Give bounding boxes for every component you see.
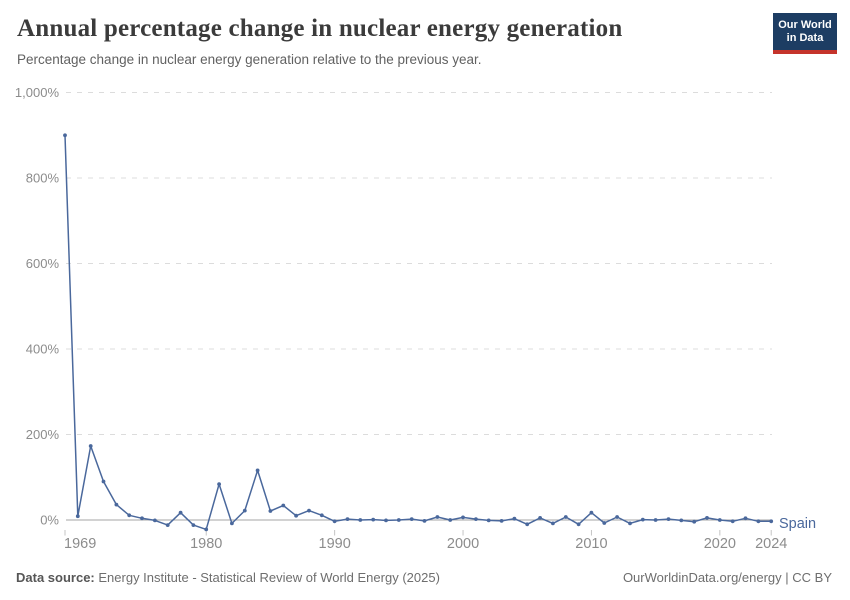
data-source: Data source: Energy Institute - Statisti… xyxy=(16,570,440,585)
data-point-spain-1973[interactable] xyxy=(114,502,119,507)
data-point-spain-1991[interactable] xyxy=(345,517,350,521)
data-point-spain-2024[interactable] xyxy=(769,519,774,524)
owid-logo[interactable]: Our World in Data xyxy=(773,13,837,54)
data-point-spain-2018[interactable] xyxy=(692,519,697,524)
y-axis-label-800: 800% xyxy=(26,171,60,186)
data-point-spain-1972[interactable] xyxy=(101,479,106,484)
y-axis-label-1000: 1,000% xyxy=(15,85,60,100)
data-point-spain-1983[interactable] xyxy=(242,508,247,513)
x-axis-label-2000: 2000 xyxy=(447,536,479,552)
data-source-text: Energy Institute - Statistical Review of… xyxy=(98,570,440,585)
data-source-label: Data source: xyxy=(16,570,95,585)
logo-red-bar xyxy=(773,50,837,54)
data-point-spain-2013[interactable] xyxy=(628,521,632,526)
data-point-spain-2007[interactable] xyxy=(551,521,555,526)
data-point-spain-1987[interactable] xyxy=(294,513,298,518)
data-point-spain-2019[interactable] xyxy=(705,516,709,520)
y-axis-label-0: 0% xyxy=(40,513,59,528)
data-point-spain-2011[interactable] xyxy=(602,521,607,525)
data-point-spain-2010[interactable] xyxy=(589,510,594,515)
y-axis-label-600: 600% xyxy=(26,256,60,271)
x-axis-label-1969: 1969 xyxy=(64,536,96,552)
data-point-spain-1979[interactable] xyxy=(191,523,196,527)
data-line-spain[interactable] xyxy=(64,134,772,531)
data-point-spain-1982[interactable] xyxy=(230,521,234,526)
x-axis-label-1980: 1980 xyxy=(190,536,222,552)
data-point-spain-2009[interactable] xyxy=(576,522,581,527)
x-axis-label-2024: 2024 xyxy=(755,536,787,552)
x-axis-label-1990: 1990 xyxy=(319,536,351,552)
data-point-spain-1998[interactable] xyxy=(435,515,440,519)
data-point-spain-2015[interactable] xyxy=(653,518,658,522)
credit-link[interactable]: OurWorldinData.org/energy | CC BY xyxy=(622,570,832,585)
data-point-spain-1988[interactable] xyxy=(307,508,311,513)
data-point-spain-2021[interactable] xyxy=(730,519,735,524)
data-point-spain-1974[interactable] xyxy=(127,513,132,518)
data-point-spain-1986[interactable] xyxy=(281,503,286,508)
data-point-spain-2012[interactable] xyxy=(615,515,619,519)
x-axis-label-2010: 2010 xyxy=(575,536,607,552)
data-point-spain-2020[interactable] xyxy=(717,518,722,522)
chart-subtitle: Percentage change in nuclear energy gene… xyxy=(17,52,482,67)
data-point-spain-2002[interactable] xyxy=(486,518,491,523)
data-point-spain-1978[interactable] xyxy=(178,510,183,515)
data-point-spain-2023[interactable] xyxy=(756,519,761,524)
page-footer: Data source: Energy Institute - Statisti… xyxy=(16,570,832,585)
data-point-spain-2001[interactable] xyxy=(474,517,478,521)
data-point-spain-2017[interactable] xyxy=(679,518,684,523)
data-point-spain-1992[interactable] xyxy=(358,518,363,522)
data-point-spain-1980[interactable] xyxy=(204,527,209,532)
logo-line1: Our World xyxy=(778,19,832,31)
data-point-spain-1994[interactable] xyxy=(384,518,388,523)
data-point-spain-2016[interactable] xyxy=(666,517,671,521)
data-point-spain-2014[interactable] xyxy=(640,517,645,522)
data-point-spain-2008[interactable] xyxy=(563,515,568,519)
data-point-spain-1993[interactable] xyxy=(371,517,376,522)
series-label-spain[interactable]: Spain xyxy=(779,516,816,532)
data-point-spain-2022[interactable] xyxy=(743,516,748,521)
data-point-spain-1997[interactable] xyxy=(422,519,427,523)
logo-line2: in Data xyxy=(786,32,824,44)
data-point-spain-1981[interactable] xyxy=(217,482,222,486)
data-point-spain-2003[interactable] xyxy=(499,519,504,523)
data-point-spain-1971[interactable] xyxy=(88,444,93,448)
page-title: Annual percentage change in nuclear ener… xyxy=(17,15,623,42)
y-axis-label-200: 200% xyxy=(26,427,60,442)
data-point-spain-1977[interactable] xyxy=(165,523,170,527)
data-point-spain-1985[interactable] xyxy=(268,509,273,513)
data-point-spain-1989[interactable] xyxy=(319,513,324,518)
data-point-spain-2000[interactable] xyxy=(461,515,465,520)
data-point-spain-1996[interactable] xyxy=(409,517,414,521)
data-point-spain-1969[interactable] xyxy=(63,133,67,138)
data-point-spain-2004[interactable] xyxy=(512,516,517,521)
data-point-spain-1984[interactable] xyxy=(255,468,260,473)
y-axis-label-400: 400% xyxy=(26,342,60,357)
data-point-spain-1975[interactable] xyxy=(140,516,144,521)
data-point-spain-1999[interactable] xyxy=(448,518,453,522)
data-point-spain-2005[interactable] xyxy=(525,522,530,527)
data-point-spain-1990[interactable] xyxy=(332,519,337,524)
data-point-spain-1970[interactable] xyxy=(75,514,80,519)
data-point-spain-2006[interactable] xyxy=(538,516,542,520)
x-axis-label-2020: 2020 xyxy=(704,536,736,552)
data-point-spain-1976[interactable] xyxy=(153,518,157,523)
data-point-spain-1995[interactable] xyxy=(396,518,401,522)
